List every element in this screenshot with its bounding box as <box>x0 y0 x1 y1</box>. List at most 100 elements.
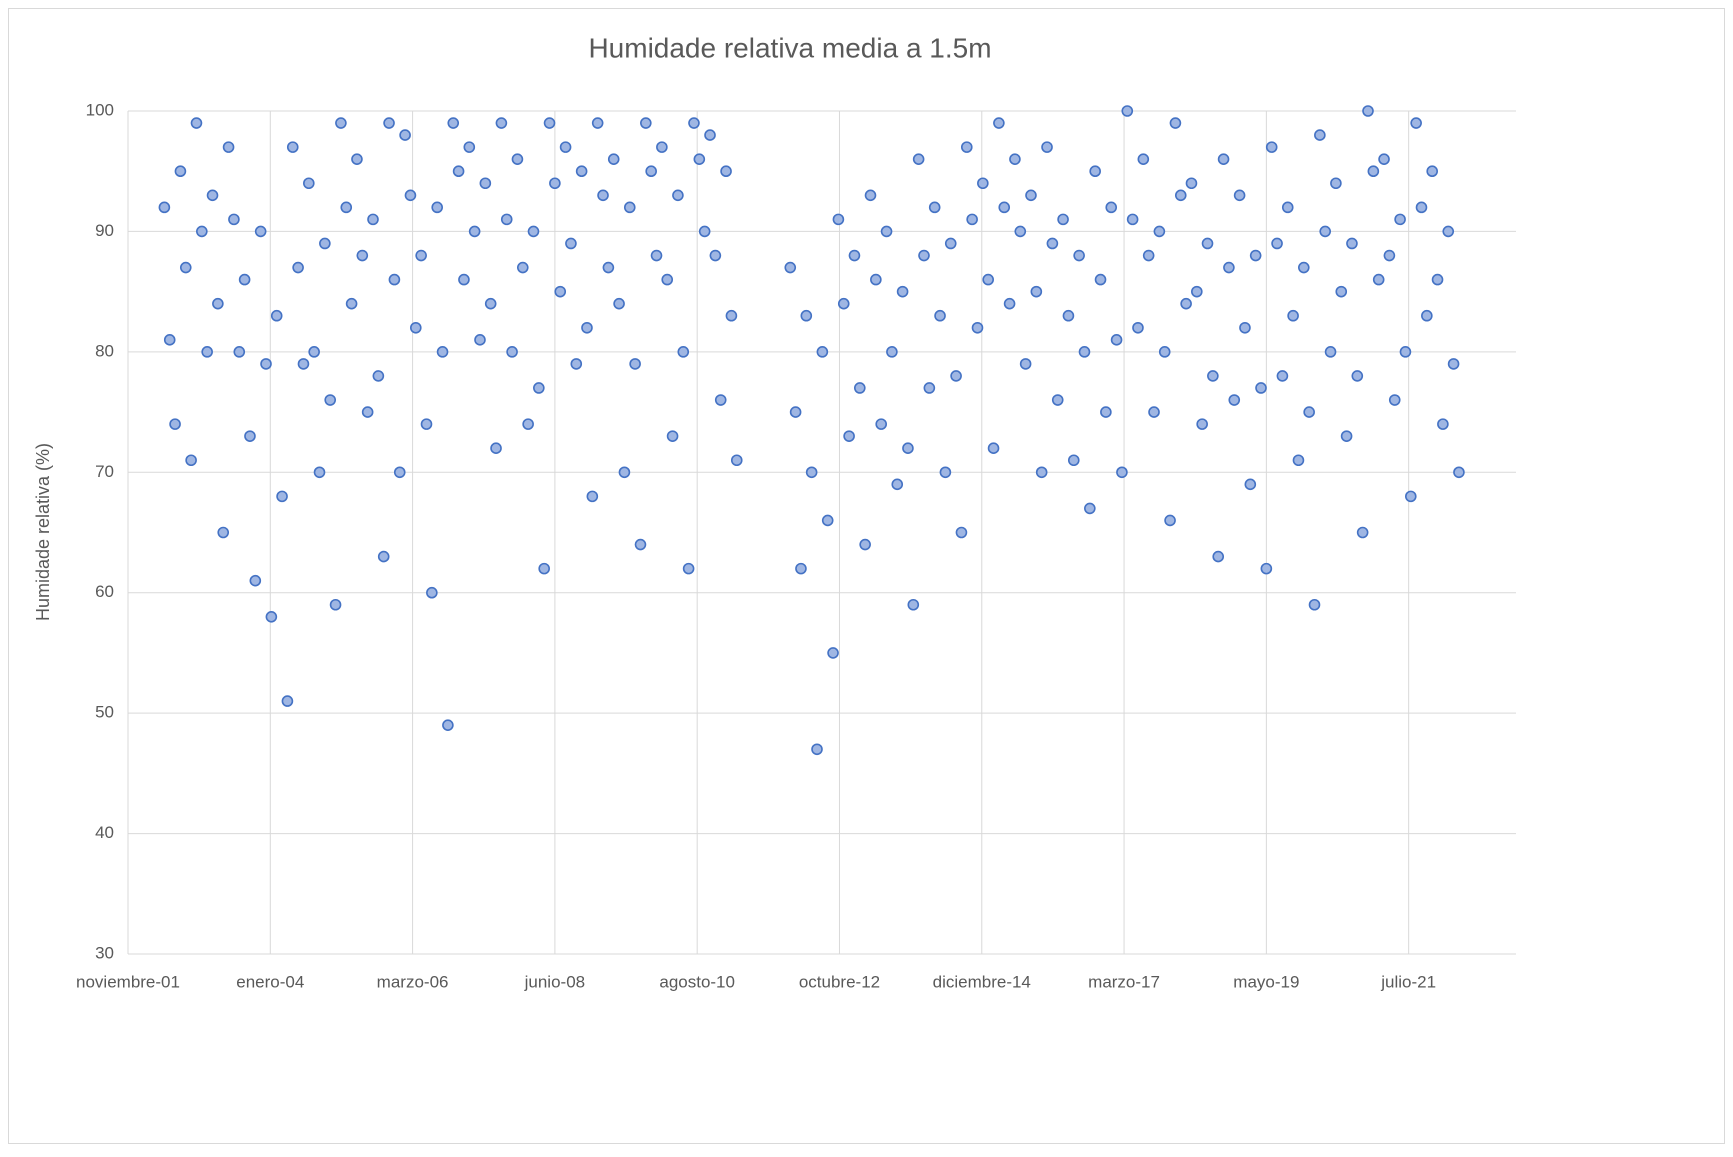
point <box>1137 153 1150 165</box>
point <box>1281 201 1294 214</box>
point <box>1132 321 1144 334</box>
point <box>1367 165 1380 178</box>
point <box>1191 285 1203 298</box>
point <box>848 249 861 262</box>
point <box>960 141 973 153</box>
point <box>854 382 866 394</box>
x-tick-label: diciembre-14 <box>933 972 1031 991</box>
point <box>693 153 706 165</box>
point <box>538 562 550 575</box>
point <box>452 165 465 178</box>
point <box>966 213 978 226</box>
point <box>217 526 230 539</box>
point <box>1126 213 1139 226</box>
point <box>233 346 246 358</box>
point <box>1174 189 1187 202</box>
point <box>1223 261 1235 274</box>
point <box>367 213 379 226</box>
point <box>1271 237 1283 250</box>
point <box>1035 466 1048 479</box>
point <box>832 213 845 226</box>
point <box>533 382 545 394</box>
point <box>404 189 417 202</box>
point <box>1383 249 1396 262</box>
point <box>265 610 278 623</box>
point <box>650 249 663 262</box>
point <box>372 370 385 382</box>
y-tick-label: 90 <box>95 221 114 240</box>
point <box>928 201 941 214</box>
point <box>602 261 615 274</box>
point <box>730 454 743 467</box>
point <box>1340 430 1353 442</box>
point <box>666 430 679 442</box>
point <box>725 309 738 322</box>
point <box>1169 117 1182 129</box>
point <box>249 574 262 587</box>
point <box>923 382 936 394</box>
point <box>260 358 272 370</box>
point <box>645 165 657 178</box>
point <box>570 358 583 370</box>
point <box>1228 394 1241 406</box>
point <box>254 225 267 238</box>
point <box>1276 370 1289 382</box>
point <box>335 117 347 129</box>
point <box>1217 153 1230 165</box>
point <box>784 261 797 274</box>
point <box>415 249 427 262</box>
point <box>1094 273 1107 286</box>
y-tick-label: 40 <box>95 823 114 842</box>
point <box>682 562 695 575</box>
point <box>998 201 1011 214</box>
point <box>704 129 716 141</box>
point <box>591 117 604 129</box>
point <box>286 141 299 153</box>
point <box>516 261 529 274</box>
point <box>896 285 909 298</box>
point <box>527 225 540 238</box>
point <box>918 249 930 262</box>
point <box>1426 165 1438 178</box>
point <box>1233 189 1246 202</box>
point <box>426 586 438 599</box>
point <box>1051 394 1064 406</box>
point <box>313 466 326 479</box>
point <box>1207 370 1219 382</box>
point <box>436 346 449 358</box>
point <box>1041 141 1053 153</box>
point <box>575 165 588 178</box>
point <box>383 117 395 129</box>
point <box>1003 297 1016 310</box>
point <box>1142 249 1155 262</box>
point <box>1046 237 1059 250</box>
point <box>447 117 460 129</box>
point <box>1009 153 1021 165</box>
point <box>661 273 674 286</box>
point <box>1372 273 1385 286</box>
point <box>1084 502 1096 515</box>
point <box>1378 153 1390 165</box>
point <box>1388 394 1401 406</box>
point <box>597 189 609 202</box>
grid <box>127 110 1516 955</box>
point <box>1394 213 1406 226</box>
point <box>1303 406 1315 418</box>
point <box>939 466 952 479</box>
point <box>1255 382 1267 394</box>
x-tick-label: julio-21 <box>1380 972 1436 991</box>
x-tick-label: agosto-10 <box>659 972 735 991</box>
point <box>1078 346 1091 358</box>
point <box>468 225 481 238</box>
point <box>1153 225 1166 238</box>
point <box>859 538 871 551</box>
point <box>1089 165 1101 178</box>
x-tick-label: octubre-12 <box>799 972 880 991</box>
point <box>1110 334 1123 346</box>
point <box>244 430 256 442</box>
point <box>324 394 337 406</box>
point <box>709 249 722 262</box>
point <box>228 213 240 226</box>
point <box>340 201 353 214</box>
point <box>1447 358 1460 370</box>
